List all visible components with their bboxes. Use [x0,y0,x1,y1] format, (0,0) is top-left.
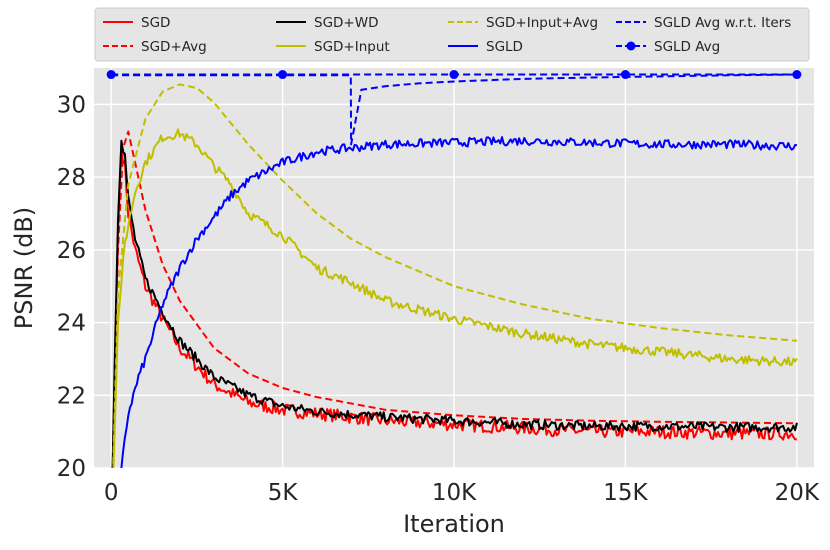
legend-label-sgld: SGLD [486,39,523,55]
series-marker-sgld-avg [106,70,116,80]
x-tick-label: 10K [432,480,477,506]
series-line-sgd-input-avg [112,83,797,468]
y-tick-label: 26 [57,238,86,264]
series-line-sgd-wd [111,139,798,468]
legend-label-sgd-input: SGD+Input [314,39,390,55]
legend-label-sgld-avg: SGLD Avg [654,39,720,55]
x-tick-label: 0 [104,480,119,506]
legend-label-sgd-input-avg: SGD+Input+Avg [486,15,598,31]
x-tick-label: 15K [603,480,648,506]
series-line-sgd-avg [111,130,797,468]
series-marker-sgld-avg [792,70,802,80]
legend-label-sgd-avg: SGD+Avg [141,39,207,55]
series-line-sgld-avg-w-r-t-iters [111,73,797,146]
x-axis-ticks: 0 5K 10K 15K 20K [104,480,820,506]
series-markers [106,70,802,80]
legend-label-sgd-wd: SGD+WD [314,15,378,31]
legend: SGD SGD+Avg SGD+WD SGD+Input SGD+Input+Avg SG… [94,7,810,62]
legend-label-sgld-avg-w-r-t-iters: SGLD Avg w.r.t. Iters [654,15,791,31]
legend-marker-sgld-avg [626,41,636,51]
y-tick-label: 28 [57,165,86,191]
y-axis-label: PSNR (dB) [10,207,38,329]
y-tick-label: 22 [57,383,86,409]
y-axis-ticks: 20 22 24 26 28 30 [57,92,86,482]
x-tick-label: 20K [775,480,820,506]
grid-lines [94,68,814,469]
x-axis-label: Iteration [403,510,505,538]
y-tick-label: 20 [57,456,86,482]
series-marker-sgld-avg [620,70,630,80]
y-tick-label: 24 [57,311,86,337]
series-line-sgd-input [112,128,798,468]
series-line-sgld [120,136,797,468]
series-marker-sgld-avg [278,70,288,80]
series-marker-sgld-avg [449,70,459,80]
legend-label-sgd: SGD [141,15,170,31]
y-tick-label: 30 [57,92,86,118]
x-tick-label: 5K [268,480,299,506]
